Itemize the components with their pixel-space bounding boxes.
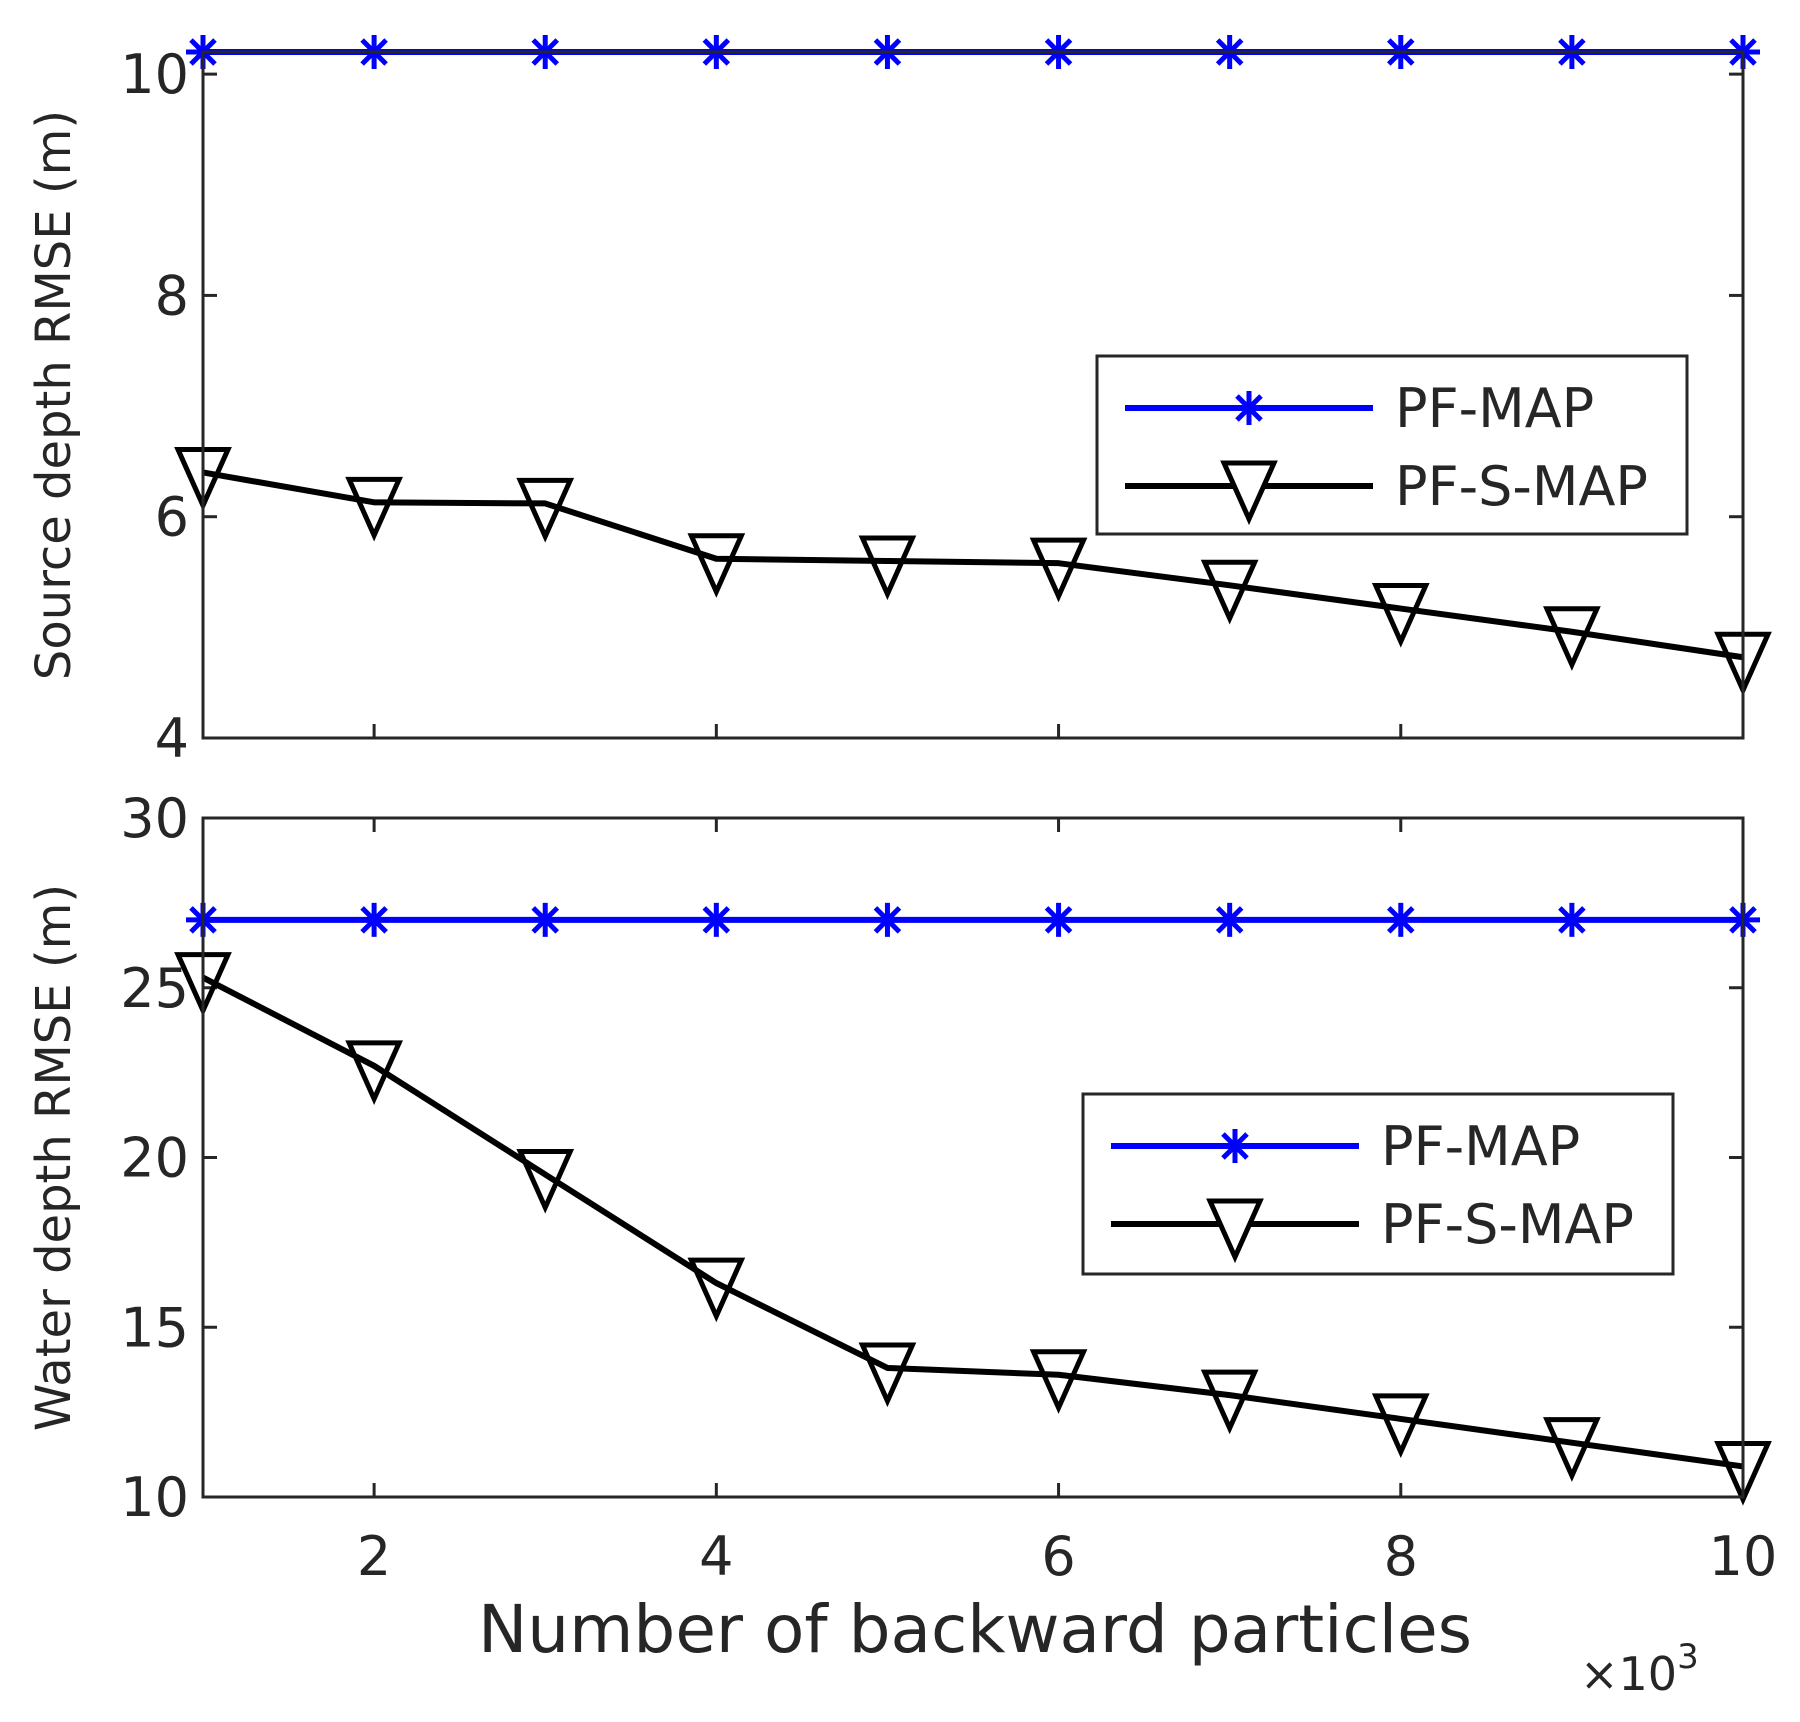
legend-box — [1095, 354, 1689, 536]
asterisk-stroke — [873, 906, 902, 934]
y-tick-label: 10 — [120, 43, 189, 106]
axes-frame — [201, 816, 1745, 1499]
y-tick-label: 8 — [155, 264, 189, 327]
chart-panel-2: 10 15 20 25 30 2 4 6 8 10 Water depth RMSE (m) PF-M… — [26, 787, 1777, 1588]
asterisk-stroke — [1558, 906, 1586, 934]
y-axis-title: Source depth RMSE (m) — [26, 110, 82, 680]
x-multiplier-base: ×10 — [1580, 1647, 1677, 1701]
x-tick-label: 6 — [1041, 1525, 1075, 1588]
series-line-pf-s-map — [201, 974, 1744, 1470]
y-axis-title: Water depth RMSE (m) — [26, 884, 82, 1431]
data-point-pf-s-map — [516, 477, 575, 543]
data-point-pf-s-map — [1543, 606, 1601, 671]
data-point-pf-map — [528, 902, 563, 937]
y-tick-label: 25 — [120, 957, 189, 1020]
data-point-pf-s-map — [687, 533, 746, 598]
x-tick-label: 4 — [699, 1525, 733, 1588]
asterisk-stroke — [1235, 394, 1263, 422]
legend-label: PF-S-MAP — [1395, 455, 1648, 518]
legend-box — [1081, 1092, 1675, 1276]
data-point-pf-s-map — [1029, 1349, 1088, 1414]
legend: PF-MAP PF-S-MAP — [1081, 1092, 1675, 1276]
data-point-pf-map — [1212, 902, 1247, 937]
data-point-pf-s-map — [1029, 537, 1088, 603]
x-axis-title: Number of backward particles — [478, 1591, 1472, 1668]
legend-marker-triangle — [1220, 460, 1278, 526]
x-tick-label: 2 — [357, 1525, 391, 1588]
data-point-pf-s-map — [858, 535, 917, 601]
asterisk-stroke — [1221, 1132, 1249, 1160]
y-tick-label: 10 — [120, 1466, 189, 1529]
legend-marker-asterisk — [1218, 1129, 1252, 1163]
legend-label: PF-S-MAP — [1381, 1193, 1634, 1256]
y-tick-label: 15 — [120, 1296, 189, 1359]
data-point-pf-map — [870, 902, 905, 937]
asterisk-stroke — [531, 906, 559, 934]
legend: PF-MAP PF-S-MAP — [1095, 354, 1689, 536]
data-point-pf-map — [1383, 902, 1418, 937]
data-point-pf-s-map — [1543, 1417, 1601, 1482]
data-point-pf-s-map — [1200, 559, 1259, 625]
series-line-pf-s-map — [202, 469, 1744, 661]
y-tick-label: 30 — [120, 787, 189, 850]
asterisk-stroke — [1044, 906, 1073, 934]
y-tick-label: 4 — [155, 707, 189, 770]
legend-marker-triangle — [1206, 1198, 1264, 1264]
chart-panel-1: 4 6 8 10 Source depth RMSE (m) PF-MAP PF-S-MAP — [26, 35, 1772, 770]
asterisk-stroke — [1215, 906, 1244, 934]
data-point-pf-map — [699, 902, 734, 937]
y-tick-label: 20 — [120, 1127, 189, 1190]
asterisk-stroke — [702, 906, 731, 934]
data-point-pf-map — [1554, 902, 1589, 937]
x-multiplier-exponent: 3 — [1677, 1637, 1699, 1677]
legend-marker-asterisk — [1232, 391, 1266, 425]
data-point-pf-s-map — [687, 1257, 746, 1323]
data-point-pf-s-map — [1371, 583, 1430, 648]
data-point-pf-map — [357, 902, 392, 937]
data-point-pf-s-map — [1200, 1369, 1259, 1435]
asterisk-stroke — [1387, 906, 1415, 934]
data-point-pf-map — [1041, 902, 1076, 937]
data-point-pf-s-map — [516, 1148, 575, 1214]
data-point-pf-s-map — [345, 476, 403, 542]
legend-label: PF-MAP — [1381, 1115, 1580, 1178]
x-tick-label: 8 — [1384, 1525, 1418, 1588]
panels: 4 6 8 10 Source depth RMSE (m) PF-MAP PF-S-MAP… — [26, 35, 1777, 1588]
x-tick-label: 10 — [1709, 1525, 1778, 1588]
legend-label: PF-MAP — [1395, 377, 1594, 440]
x-multiplier: ×103 — [1580, 1637, 1699, 1701]
axes-frame — [201, 50, 1745, 740]
data-point-pf-s-map — [1371, 1393, 1430, 1459]
data-point-pf-s-map — [345, 1040, 403, 1105]
y-tick-label: 6 — [155, 486, 189, 549]
asterisk-stroke — [360, 906, 388, 934]
data-point-pf-s-map — [858, 1342, 917, 1408]
